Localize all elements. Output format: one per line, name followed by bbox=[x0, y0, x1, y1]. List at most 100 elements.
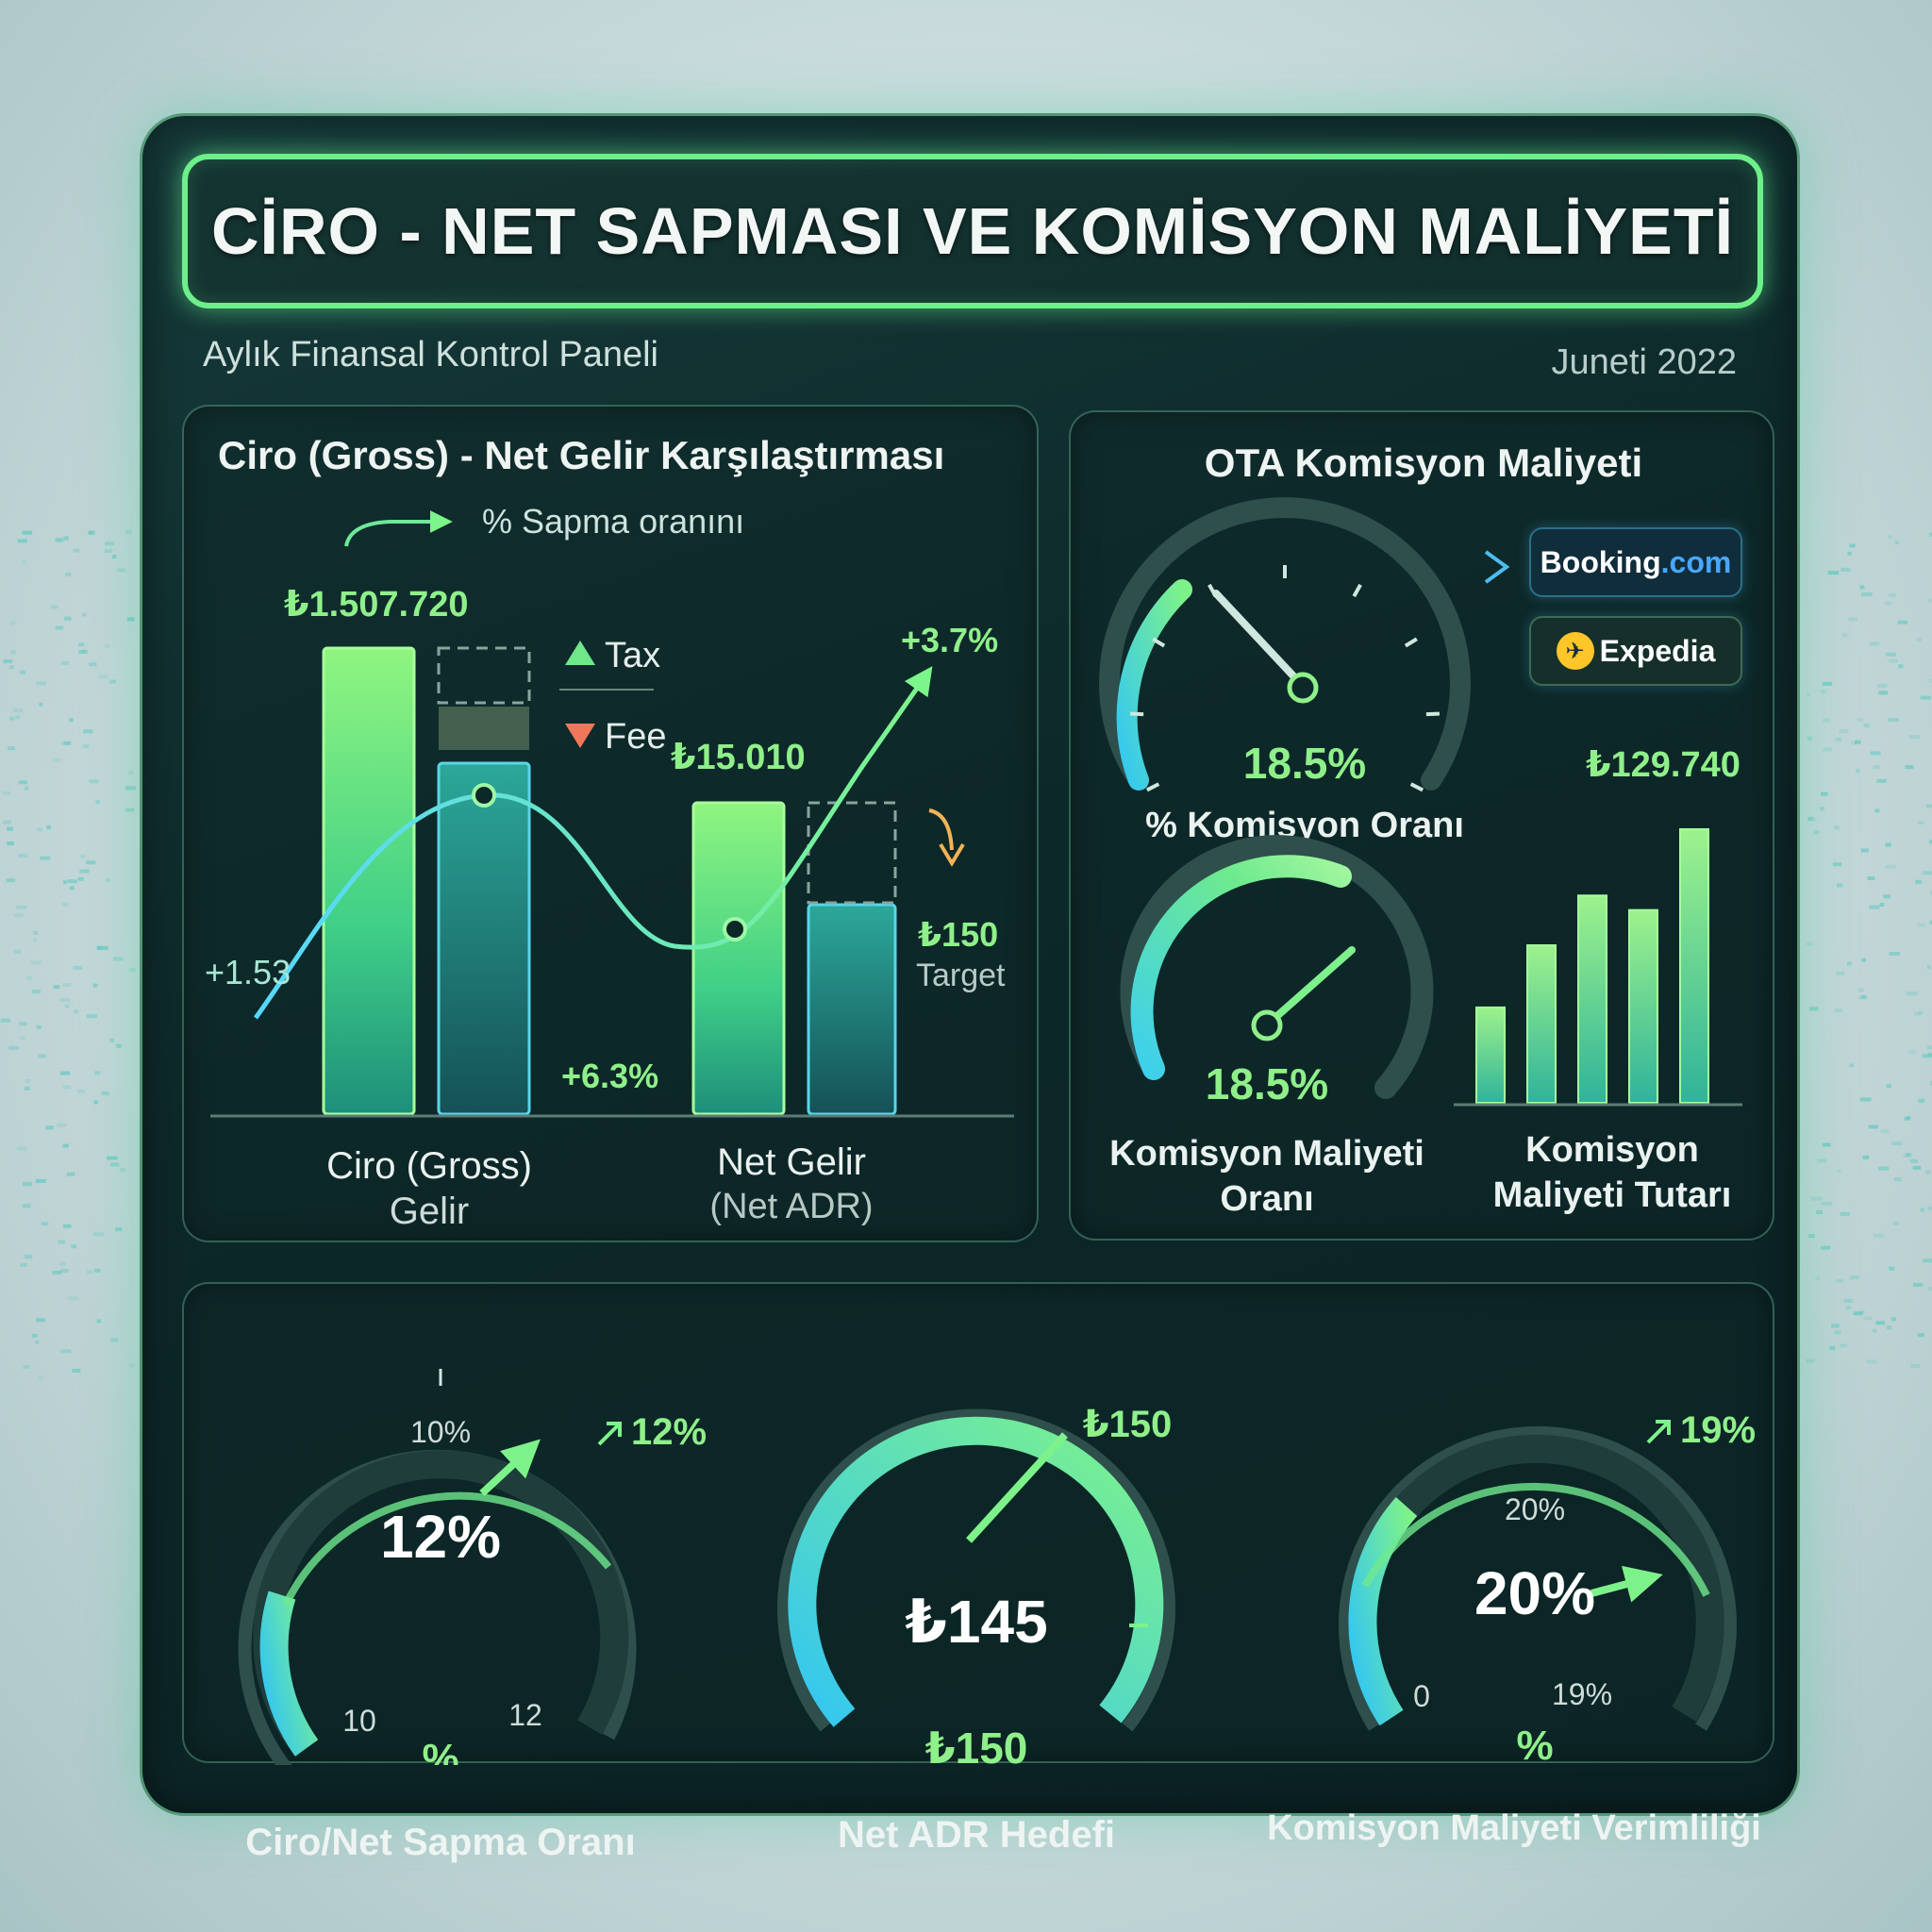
period-label: Juneti 2022 bbox=[1551, 342, 1738, 382]
deviation-tick-top: 10% bbox=[410, 1415, 471, 1449]
bg-dot-right bbox=[1861, 958, 1867, 962]
bg-dot-left bbox=[9, 621, 16, 625]
bg-dot-left bbox=[25, 786, 29, 791]
bg-dot-left bbox=[92, 1232, 105, 1237]
bg-dot-right bbox=[1929, 532, 1932, 537]
bg-dot-left bbox=[128, 770, 133, 774]
bg-dot-right bbox=[1859, 1309, 1865, 1314]
bg-dot-left bbox=[19, 670, 25, 675]
bg-dot-left bbox=[67, 879, 77, 884]
bg-dot-left bbox=[35, 1340, 40, 1344]
bg-dot-right bbox=[1873, 1233, 1884, 1238]
bg-dot-left bbox=[46, 825, 51, 830]
bg-dot-right bbox=[1885, 652, 1897, 657]
bg-dot-left bbox=[64, 1004, 70, 1008]
bg-dot-left bbox=[116, 1043, 122, 1048]
bg-dot-left bbox=[13, 949, 22, 954]
bg-dot-right bbox=[1836, 971, 1845, 975]
adr-target-top: ₺150 bbox=[1083, 1404, 1173, 1445]
net-value-label: ₺15.010 bbox=[671, 738, 806, 777]
bg-dot-right bbox=[1888, 718, 1899, 723]
deviation-tick-left: 10 bbox=[342, 1704, 376, 1738]
bg-dot-left bbox=[77, 876, 84, 881]
bg-dot-right bbox=[1930, 1081, 1932, 1086]
bg-dot-right bbox=[1922, 871, 1932, 875]
bg-dot-right bbox=[1909, 1158, 1918, 1163]
adr-gauge-title: Net ADR Hedefi bbox=[837, 1814, 1116, 1856]
deviation-center-value: 12% bbox=[380, 1503, 501, 1571]
adr-gauge-fill bbox=[788, 1416, 1164, 1727]
bg-dot-right bbox=[1856, 769, 1860, 774]
bg-dot-right bbox=[1843, 1298, 1853, 1303]
bg-dot-right bbox=[1806, 1358, 1815, 1363]
bg-dot-left bbox=[81, 649, 86, 654]
bg-dot-left bbox=[117, 568, 126, 573]
bg-dot-left bbox=[109, 679, 116, 684]
bg-dot-right bbox=[1832, 862, 1842, 867]
bg-dot-left bbox=[92, 983, 98, 988]
bg-dot-left bbox=[10, 650, 16, 655]
bg-dot-right bbox=[1834, 1330, 1841, 1335]
net-adr-target-gauge: ₺150 ₺145 ₺150 bbox=[777, 1404, 1175, 1765]
bg-dot-left bbox=[31, 1333, 38, 1338]
bg-dot-right bbox=[1822, 1142, 1831, 1147]
bg-dot-left bbox=[3, 659, 13, 664]
efficiency-gauge-outer bbox=[1361, 1483, 1710, 1597]
bg-dot-left bbox=[62, 1224, 72, 1228]
bg-dot-right bbox=[1918, 1010, 1924, 1015]
bg-dot-right bbox=[1927, 1287, 1932, 1291]
bar-net-dashed bbox=[807, 801, 897, 905]
bg-dot-left bbox=[13, 913, 24, 918]
bg-dot-left bbox=[8, 716, 15, 721]
legend-tax: Tax bbox=[605, 636, 660, 675]
bg-dot-left bbox=[93, 1100, 98, 1105]
bg-dot-right bbox=[1875, 1321, 1886, 1325]
bg-dot-left bbox=[36, 681, 46, 686]
adr-bottom-value: ₺150 bbox=[925, 1724, 1028, 1765]
efficiency-unit: % bbox=[1516, 1723, 1553, 1765]
bg-dot-left bbox=[2, 791, 11, 795]
bg-dot-right bbox=[1883, 894, 1891, 899]
bg-dot-left bbox=[88, 530, 95, 535]
bg-dot-left bbox=[69, 718, 74, 723]
bg-dot-right bbox=[1889, 592, 1897, 597]
bg-dot-right bbox=[1927, 1206, 1932, 1210]
bg-dot-left bbox=[88, 530, 94, 535]
bg-dot-right bbox=[1837, 1169, 1841, 1174]
bg-dot-left bbox=[107, 1156, 118, 1160]
bg-dot-left bbox=[36, 827, 43, 832]
bg-dot-right bbox=[1817, 1158, 1827, 1163]
booking-badge: Booking .com bbox=[1529, 527, 1742, 597]
bg-dot-left bbox=[25, 1078, 31, 1083]
bg-dot-left bbox=[25, 1255, 33, 1259]
bg-dot-left bbox=[20, 1036, 25, 1041]
bg-dot-left bbox=[63, 741, 72, 745]
bg-dot-left bbox=[58, 1261, 67, 1266]
bg-dot-right bbox=[1836, 883, 1843, 888]
bg-dot-right bbox=[1821, 1201, 1832, 1206]
bg-dot-left bbox=[66, 1172, 75, 1176]
category-net-line2: (Net ADR) bbox=[709, 1187, 873, 1226]
bg-dot-right bbox=[1820, 807, 1824, 811]
bg-dot-right bbox=[1920, 695, 1932, 700]
bg-dot-left bbox=[55, 538, 64, 542]
page-title: CİRO - NET SAPMASI VE KOMİSYON MALİYETİ bbox=[210, 194, 1735, 268]
bg-dot-left bbox=[7, 841, 14, 846]
bg-dot-right bbox=[1884, 601, 1891, 606]
bg-dot-left bbox=[109, 1162, 120, 1167]
bg-dot-left bbox=[33, 930, 39, 935]
efficiency-center-value: 20% bbox=[1474, 1559, 1595, 1627]
efficiency-trend-icon bbox=[1646, 1420, 1671, 1444]
bg-dot-left bbox=[61, 983, 72, 988]
bg-dot-left bbox=[32, 938, 38, 942]
bg-dot-left bbox=[18, 780, 27, 785]
bg-dot-right bbox=[1848, 617, 1858, 622]
background-dots-right bbox=[1806, 532, 1932, 1369]
bg-dot-left bbox=[97, 945, 108, 950]
bar-net bbox=[691, 801, 786, 1116]
bg-dot-right bbox=[1860, 848, 1870, 853]
bg-dot-left bbox=[36, 1024, 42, 1029]
bg-dot-left bbox=[63, 616, 72, 621]
bg-dot-right bbox=[1862, 1155, 1870, 1159]
gross-net-title: Ciro (Gross) - Net Gelir Karşılaştırması bbox=[218, 433, 945, 477]
